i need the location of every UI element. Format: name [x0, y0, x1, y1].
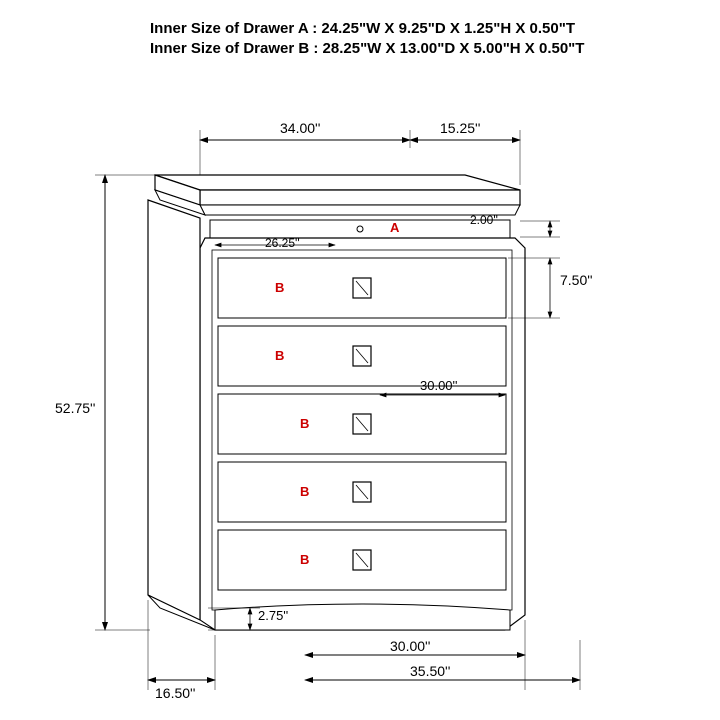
dim-small-drawer-w: 26.25''	[265, 236, 300, 250]
dim-drawer-w: 30.00''	[420, 378, 458, 393]
dim-height: 52.75''	[55, 400, 95, 416]
marker-b-2: B	[275, 348, 284, 363]
marker-b-1: B	[275, 280, 284, 295]
drawer-3	[218, 394, 506, 454]
marker-b-4: B	[300, 484, 309, 499]
dim-small-drawer-h: 2.00''	[470, 213, 498, 227]
dim-total-w: 35.50''	[410, 663, 450, 679]
marker-b-5: B	[300, 552, 309, 567]
drawer-4	[218, 462, 506, 522]
dim-side-depth: 16.50''	[155, 685, 195, 701]
drawer-5	[218, 530, 506, 590]
dim-drawer-h: 7.50''	[560, 272, 593, 288]
drawer-2	[218, 326, 506, 386]
marker-b-3: B	[300, 416, 309, 431]
drawer-1	[218, 258, 506, 318]
dim-top-width: 34.00''	[280, 120, 320, 136]
marker-a: A	[390, 220, 399, 235]
dim-foot-h: 2.75''	[258, 608, 288, 623]
dim-top-depth: 15.25''	[440, 120, 480, 136]
dim-front-w: 30.00''	[390, 638, 430, 654]
dresser-diagram	[0, 0, 720, 720]
